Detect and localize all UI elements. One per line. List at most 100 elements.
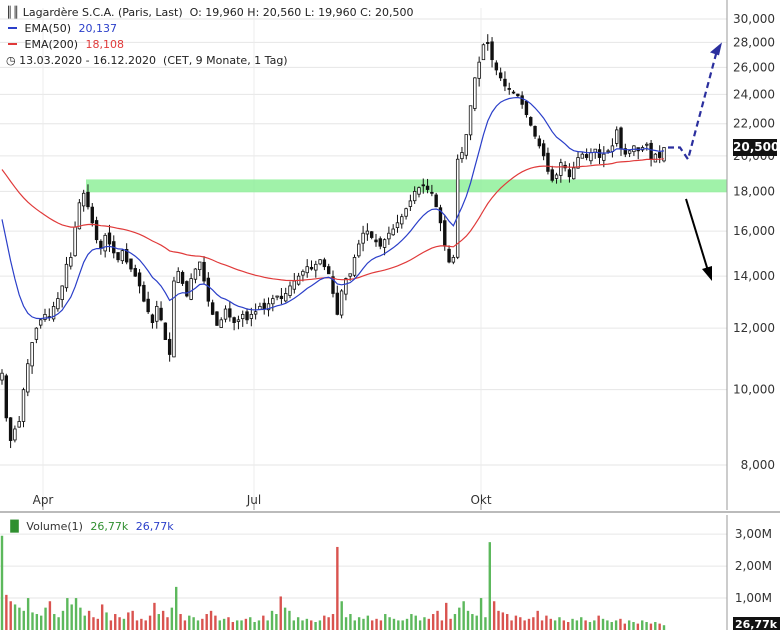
candle <box>271 294 275 312</box>
candle <box>4 373 8 422</box>
candle <box>305 259 309 278</box>
candle <box>17 415 21 428</box>
volume-bar <box>410 614 413 630</box>
forecast-up-arrow <box>668 50 719 162</box>
time-x-axis: Apr Jul Okt <box>33 493 492 510</box>
volume-bar <box>0 535 4 630</box>
volume-bar <box>471 614 474 630</box>
volume-bar <box>649 623 653 630</box>
candle <box>584 148 589 161</box>
volume-bar <box>131 610 134 630</box>
volume-bar <box>209 610 213 630</box>
volume-bar <box>453 614 457 630</box>
last-price-badge: 20,500 <box>733 139 780 156</box>
volume-bar <box>340 601 343 630</box>
clock-icon: ◷ <box>6 54 16 67</box>
ema200-swatch-icon <box>8 43 17 45</box>
candle <box>241 310 245 327</box>
candle <box>421 178 425 194</box>
volume-bar <box>614 620 618 630</box>
volume-bar <box>532 617 535 630</box>
volume-bar <box>196 620 200 630</box>
volume-bar <box>349 614 352 630</box>
volume-bar <box>249 617 252 630</box>
price-y-axis: 8,00010,00012,00014,00016,00018,00020,00… <box>726 0 775 510</box>
volume-bar <box>18 607 21 630</box>
volume-y-axis: 1,00M 2,00M 3,00M 26,77k <box>726 515 780 630</box>
volume-bar <box>310 620 313 630</box>
period-range: 13.03.2020 - 16.12.2020 <box>19 54 157 67</box>
candle <box>653 153 658 163</box>
volume-bar <box>314 622 317 630</box>
candle <box>662 147 666 163</box>
volume-bar <box>423 617 426 630</box>
volume-bar <box>262 615 265 630</box>
volume-bar <box>449 618 452 630</box>
candle <box>198 261 202 277</box>
volume-bar <box>357 617 361 630</box>
candle <box>602 146 606 168</box>
candle <box>593 148 597 159</box>
volume-bar <box>497 610 500 630</box>
candle <box>116 252 120 263</box>
candle <box>64 256 69 292</box>
candle <box>219 317 223 328</box>
candle <box>649 140 653 167</box>
volume-bar <box>244 618 248 630</box>
volume-bar <box>318 620 322 630</box>
candle <box>507 82 511 95</box>
candle <box>288 281 292 299</box>
candle <box>51 301 56 322</box>
volume-bar <box>214 615 217 630</box>
volume-bar <box>74 598 78 630</box>
candle <box>378 236 382 250</box>
candle <box>486 34 490 51</box>
volume-bar <box>87 610 91 630</box>
volume-bar <box>501 612 505 630</box>
volume-bar <box>48 601 52 630</box>
candle <box>404 207 408 220</box>
volume-bar <box>545 615 548 630</box>
forecast-arrows <box>668 42 722 282</box>
candle <box>13 425 17 443</box>
candle <box>232 316 236 331</box>
volume-bar <box>114 614 117 630</box>
volume-bar <box>218 620 221 630</box>
candle <box>189 273 193 301</box>
volume-bar <box>641 620 644 630</box>
volume-bar <box>175 586 178 630</box>
candle <box>120 248 125 265</box>
volume-bar <box>157 614 160 630</box>
volume-grid <box>0 533 727 599</box>
arrow-up-head-icon <box>710 42 722 56</box>
candle <box>464 134 468 160</box>
candle <box>309 260 314 271</box>
candle <box>408 194 413 211</box>
candle <box>451 254 456 265</box>
volume-bar <box>301 620 304 630</box>
volume-bar <box>514 615 518 630</box>
volume-bar <box>240 620 243 630</box>
vol-last-value: 26,77k <box>735 618 778 630</box>
candle <box>503 71 507 92</box>
candle <box>511 89 516 94</box>
candle <box>344 277 348 301</box>
volume-bar <box>636 623 640 630</box>
candle <box>597 143 602 165</box>
candle <box>56 292 60 312</box>
volume-bar <box>523 620 526 630</box>
candle <box>546 147 550 175</box>
candle <box>262 298 266 315</box>
arrow-down-head-icon <box>702 266 712 282</box>
candle <box>163 322 168 341</box>
candle <box>387 226 391 245</box>
candle <box>391 224 395 236</box>
candle <box>43 308 47 322</box>
volume-bar <box>61 610 65 630</box>
volume-bar <box>79 607 82 630</box>
ema200-legend: EMA(200) 18,108 <box>6 38 124 51</box>
volume-bar <box>619 618 622 630</box>
volume-bar <box>270 610 274 630</box>
volume-bar <box>575 620 579 630</box>
